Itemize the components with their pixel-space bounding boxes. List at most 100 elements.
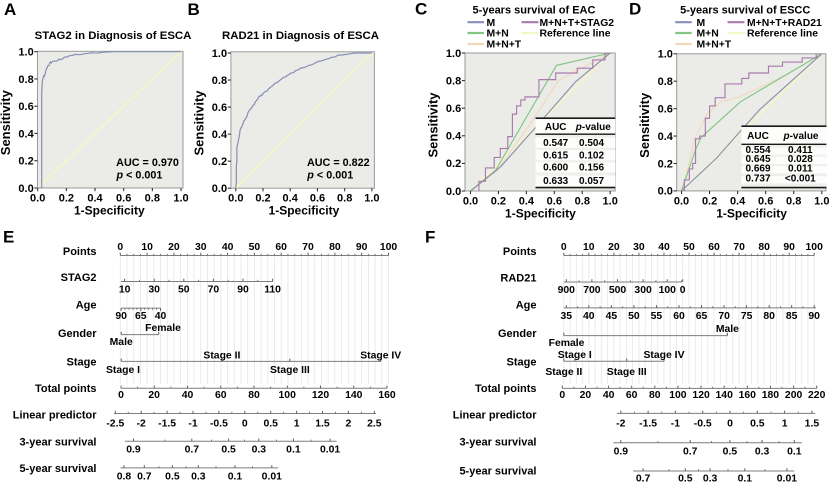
svg-text:Age: Age bbox=[76, 300, 97, 312]
svg-text:0.2: 0.2 bbox=[59, 193, 74, 205]
svg-text:90: 90 bbox=[783, 242, 795, 253]
svg-text:Reference line: Reference line bbox=[747, 29, 818, 40]
svg-text:80: 80 bbox=[329, 242, 341, 253]
svg-text:70: 70 bbox=[718, 311, 730, 322]
svg-text:0.2: 0.2 bbox=[446, 158, 461, 170]
svg-text:-1.5: -1.5 bbox=[158, 418, 176, 429]
svg-text:20: 20 bbox=[580, 390, 592, 401]
svg-text:0.645: 0.645 bbox=[745, 154, 770, 165]
svg-text:80: 80 bbox=[248, 390, 260, 401]
svg-text:STAG2: STAG2 bbox=[61, 272, 97, 284]
svg-text:B: B bbox=[188, 0, 200, 19]
svg-text:0.0: 0.0 bbox=[446, 186, 461, 198]
svg-text:0.4: 0.4 bbox=[658, 131, 674, 143]
svg-text:Stage II: Stage II bbox=[545, 367, 582, 378]
svg-text:1.0: 1.0 bbox=[364, 193, 379, 205]
svg-text:50: 50 bbox=[178, 285, 190, 296]
svg-text:60: 60 bbox=[275, 242, 287, 253]
svg-text:0.7: 0.7 bbox=[636, 473, 651, 484]
svg-text:0.0: 0.0 bbox=[30, 193, 45, 205]
svg-text:40: 40 bbox=[155, 311, 167, 322]
svg-text:0: 0 bbox=[727, 418, 733, 429]
svg-text:100: 100 bbox=[380, 242, 398, 253]
svg-text:0.0: 0.0 bbox=[658, 186, 673, 198]
svg-text:0.3: 0.3 bbox=[755, 446, 770, 457]
svg-text:60: 60 bbox=[626, 390, 638, 401]
svg-text:0.6: 0.6 bbox=[116, 193, 131, 205]
svg-text:0.8: 0.8 bbox=[18, 74, 33, 86]
svg-text:Stage IV: Stage IV bbox=[644, 350, 685, 361]
svg-text:0.3: 0.3 bbox=[252, 445, 267, 456]
svg-text:40: 40 bbox=[583, 311, 595, 322]
svg-text:M+N+T: M+N+T bbox=[697, 40, 732, 51]
svg-text:0.6: 0.6 bbox=[758, 195, 773, 207]
svg-text:0.01: 0.01 bbox=[262, 472, 282, 483]
svg-text:110: 110 bbox=[264, 285, 281, 296]
svg-text:Sensitivity: Sensitivity bbox=[0, 89, 13, 155]
svg-text:0.5: 0.5 bbox=[723, 446, 738, 457]
svg-text:200: 200 bbox=[785, 390, 803, 401]
svg-text:1.0: 1.0 bbox=[658, 49, 673, 61]
svg-text:M+N+T+RAD21: M+N+T+RAD21 bbox=[747, 18, 822, 29]
svg-text:-1: -1 bbox=[188, 418, 197, 429]
svg-text:0.102: 0.102 bbox=[579, 150, 604, 161]
svg-text:0.504: 0.504 bbox=[579, 138, 604, 149]
svg-text:AUC: AUC bbox=[747, 131, 769, 142]
svg-text:20: 20 bbox=[148, 390, 160, 401]
svg-text:0.2: 0.2 bbox=[255, 193, 270, 205]
svg-text:0.633: 0.633 bbox=[543, 176, 568, 187]
svg-text:0.7: 0.7 bbox=[683, 446, 698, 457]
svg-text:Total points: Total points bbox=[35, 383, 97, 395]
svg-text:0.028: 0.028 bbox=[788, 154, 813, 165]
svg-text:1-Specificity: 1-Specificity bbox=[716, 206, 787, 220]
svg-text:0.2: 0.2 bbox=[18, 156, 33, 168]
svg-text:85: 85 bbox=[786, 311, 798, 322]
svg-text:1.5: 1.5 bbox=[805, 418, 820, 429]
svg-text:0.9: 0.9 bbox=[614, 446, 629, 457]
svg-text:90: 90 bbox=[115, 311, 127, 322]
svg-text:0.8: 0.8 bbox=[337, 193, 352, 205]
svg-text:300: 300 bbox=[634, 285, 652, 296]
svg-text:1.0: 1.0 bbox=[212, 48, 227, 60]
svg-text:Male: Male bbox=[110, 337, 133, 348]
svg-text:1-Specificity: 1-Specificity bbox=[505, 207, 576, 221]
svg-text:-0.5: -0.5 bbox=[210, 418, 228, 429]
svg-text:0.4: 0.4 bbox=[283, 193, 299, 205]
svg-text:3-year survival: 3-year survival bbox=[459, 437, 536, 449]
svg-text:0: 0 bbox=[680, 285, 686, 296]
svg-text:0.2: 0.2 bbox=[658, 158, 673, 170]
svg-text:50: 50 bbox=[683, 242, 695, 253]
svg-text:80: 80 bbox=[649, 390, 661, 401]
svg-text:0: 0 bbox=[118, 390, 124, 401]
svg-text:Male: Male bbox=[716, 324, 739, 335]
svg-text:E: E bbox=[3, 228, 14, 247]
svg-text:p < 0.001: p < 0.001 bbox=[306, 169, 353, 181]
svg-text:40: 40 bbox=[658, 242, 670, 253]
svg-text:M+N: M+N bbox=[697, 29, 719, 40]
svg-text:55: 55 bbox=[651, 311, 663, 322]
svg-text:1.0: 1.0 bbox=[814, 195, 829, 207]
svg-text:80: 80 bbox=[758, 242, 770, 253]
svg-text:10: 10 bbox=[119, 285, 131, 296]
svg-text:1-Specificity: 1-Specificity bbox=[74, 204, 145, 218]
svg-text:20: 20 bbox=[168, 242, 180, 253]
svg-text:0.0: 0.0 bbox=[228, 193, 243, 205]
svg-text:30: 30 bbox=[148, 285, 160, 296]
svg-text:60: 60 bbox=[708, 242, 720, 253]
svg-text:2.5: 2.5 bbox=[367, 418, 382, 429]
svg-text:0.8: 0.8 bbox=[658, 76, 673, 88]
svg-text:AUC = 0.970: AUC = 0.970 bbox=[116, 157, 179, 169]
svg-text:0.1: 0.1 bbox=[738, 473, 753, 484]
svg-text:RAD21: RAD21 bbox=[500, 273, 536, 285]
svg-text:1: 1 bbox=[782, 418, 788, 429]
svg-text:180: 180 bbox=[762, 390, 780, 401]
svg-text:Sensitivity: Sensitivity bbox=[426, 92, 441, 158]
svg-text:2: 2 bbox=[346, 418, 352, 429]
svg-text:1.0: 1.0 bbox=[603, 196, 618, 208]
svg-text:0: 0 bbox=[559, 390, 565, 401]
svg-text:0.0: 0.0 bbox=[463, 196, 478, 208]
svg-text:1.0: 1.0 bbox=[446, 48, 461, 60]
svg-text:Points: Points bbox=[63, 246, 97, 258]
svg-text:M+N+T+STAG2: M+N+T+STAG2 bbox=[540, 18, 615, 29]
svg-text:100: 100 bbox=[659, 285, 677, 296]
